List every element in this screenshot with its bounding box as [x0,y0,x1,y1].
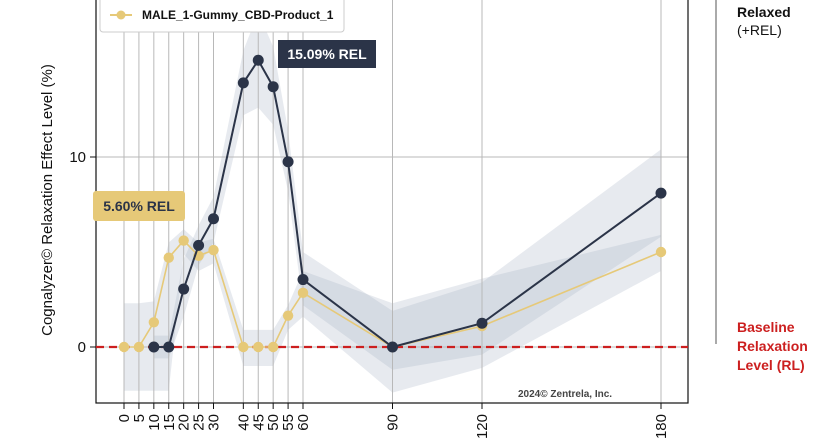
x-tick-label-180: 180 [653,414,670,439]
x-tick-label-45: 45 [250,414,267,431]
data-point-s1-x55 [282,310,294,321]
data-point-s0-x55 [282,156,294,168]
x-tick-label-55: 55 [280,414,297,431]
side-label-relaxed: Relaxed [737,4,791,20]
data-point-s0-x90 [387,341,398,353]
data-point-s1-x60 [297,287,309,299]
data-point-s1-x30 [208,244,219,256]
x-tick-label-25: 25 [191,414,208,431]
x-tick-label-0: 0 [116,414,133,422]
data-point-s0-x40 [237,77,249,89]
x-tick-label-20: 20 [176,414,193,431]
data-point-s0-x15 [163,341,175,353]
data-point-s1-x40 [238,341,249,353]
data-point-s0-x45 [252,54,264,66]
confidence-band-0 [153,12,662,370]
data-point-s0-x10 [148,341,160,353]
legend-swatch-marker [116,10,126,20]
x-tick-label-15: 15 [161,414,178,431]
x-tick-label-5: 5 [131,414,148,422]
side-label-level: Level (RL) [737,357,805,373]
data-point-s1-x0 [118,341,130,353]
legend: MALE_1-Gummy_CBD-Product_1 [99,0,345,33]
data-point-s0-x30 [208,213,219,225]
data-point-s1-x45 [253,341,264,353]
series-lines [118,54,667,353]
annotation-text-dark: 15.09% REL [287,46,367,62]
x-tick-label-40: 40 [235,414,252,431]
x-tick-label-60: 60 [295,414,312,431]
side-label-relaxation: Relaxation [737,338,808,354]
x-tick-label-10: 10 [146,414,163,431]
x-tick-label-90: 90 [385,414,402,431]
x-tick-label-50: 50 [265,414,282,431]
annotation-peak-gold: 5.60% REL [93,191,185,221]
annotation-text-gold: 5.60% REL [103,198,175,214]
x-tick-label-30: 30 [206,414,223,431]
data-point-s1-x10 [148,317,160,328]
annotation-badge-gold [93,191,185,221]
side-label-baseline: Baseline [737,319,795,335]
x-tick-label-120: 120 [474,414,491,439]
data-point-s0-x60 [297,274,309,286]
y-tick-label-0: 0 [78,339,86,356]
data-point-s0-x50 [267,81,279,93]
data-point-s1-x5 [133,341,145,353]
data-point-s1-x50 [267,341,279,353]
side-label-rel: (+REL) [737,22,782,38]
data-point-s0-x120 [476,317,488,329]
legend-box [99,0,345,33]
annotation-peak-dark: 15.09% REL [278,40,376,68]
credit-text: 2024© Zentrela, Inc. [518,389,612,400]
data-point-s1-x180 [655,246,667,258]
y-axis-ticks: 0 10 [69,149,96,356]
data-point-s1-x15 [163,252,174,263]
data-point-s0-x25 [193,239,205,251]
y-axis-label: Cognalyzer© Relaxation Effect Level (%) [39,64,56,336]
data-point-s0-x180 [655,187,667,199]
annotation-badge-dark [278,40,376,68]
y-tick-label-10: 10 [69,149,86,166]
data-point-s1-x20 [178,235,189,246]
data-point-s0-x20 [178,283,190,295]
legend-label: MALE_1-Gummy_CBD-Product_1 [142,8,334,22]
